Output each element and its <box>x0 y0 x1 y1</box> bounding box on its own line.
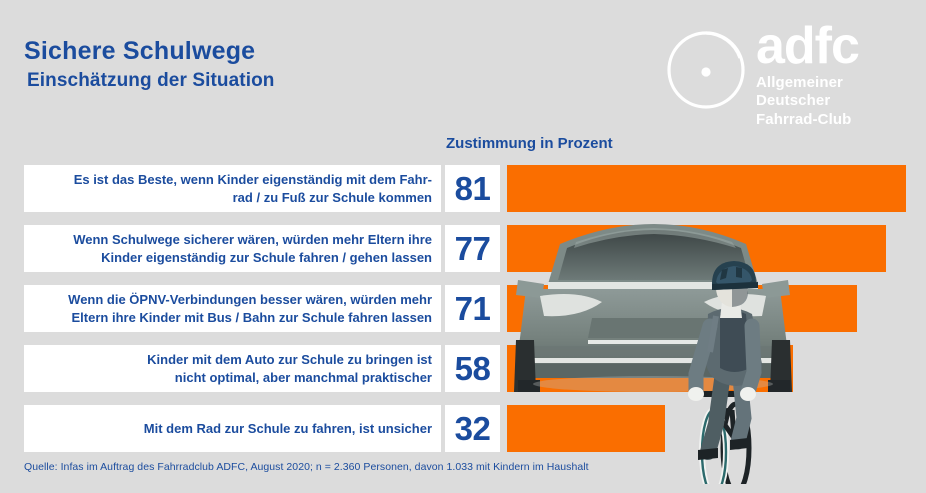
logo-wordmark: adfc <box>756 17 860 75</box>
value-label: 32 <box>454 410 491 447</box>
bar <box>507 165 906 212</box>
value-box: 32 <box>445 405 500 452</box>
bar <box>507 345 793 392</box>
chart-row: Es ist das Beste, wenn Kinder eigenständ… <box>24 165 906 212</box>
source-note: Quelle: Infas im Auftrag des Fahrradclub… <box>24 461 589 473</box>
chart-row: Wenn die ÖPNV-Verbindungen besser wären,… <box>24 285 906 332</box>
bar <box>507 225 886 272</box>
statement-label-box: Wenn Schulwege sicherer wären, würden me… <box>24 225 441 272</box>
chart-column-header: Zustimmung in Prozent <box>446 135 613 152</box>
statement-label: Wenn Schulwege sicherer wären, würden me… <box>73 232 432 265</box>
adfc-logo: adfc Allgemeiner Deutscher Fahrrad-Club <box>664 20 914 128</box>
logo-tagline-line2: Fahrrad-Club <box>756 110 852 128</box>
statement-label: Wenn die ÖPNV-Verbindungen besser wären,… <box>68 292 432 325</box>
value-label: 77 <box>454 230 491 267</box>
value-label: 81 <box>454 170 491 207</box>
bar <box>507 405 665 452</box>
page-subtitle: Einschätzung der Situation <box>27 69 275 91</box>
statement-label-box: Es ist das Beste, wenn Kinder eigenständ… <box>24 165 441 212</box>
value-box: 71 <box>445 285 500 332</box>
value-label: 71 <box>454 290 491 327</box>
statement-label-box: Wenn die ÖPNV-Verbindungen besser wären,… <box>24 285 441 332</box>
logo-tagline: Allgemeiner Deutscher Fahrrad-Club <box>756 74 914 129</box>
statement-label-box: Kinder mit dem Auto zur Schule zu bringe… <box>24 345 441 392</box>
value-box: 58 <box>445 345 500 392</box>
chart-row: Wenn Schulwege sicherer wären, würden me… <box>24 225 906 272</box>
bar <box>507 285 857 332</box>
value-box: 77 <box>445 225 500 272</box>
value-label: 58 <box>454 350 491 387</box>
statement-label-box: Mit dem Rad zur Schule zu fahren, ist un… <box>24 405 441 452</box>
page-title: Sichere Schulwege <box>24 37 256 65</box>
logo-tagline-line1: Allgemeiner Deutscher <box>756 74 843 110</box>
statement-label: Es ist das Beste, wenn Kinder eigenständ… <box>73 172 432 205</box>
chart-row: Mit dem Rad zur Schule zu fahren, ist un… <box>24 405 906 452</box>
value-box: 81 <box>445 165 500 212</box>
statement-label: Mit dem Rad zur Schule zu fahren, ist un… <box>143 420 432 436</box>
statement-label: Kinder mit dem Auto zur Schule zu bringe… <box>147 352 432 385</box>
bicycle-wheel-icon <box>664 28 748 112</box>
chart-row: Kinder mit dem Auto zur Schule zu bringe… <box>24 345 906 392</box>
logo-text-block: adfc Allgemeiner Deutscher Fahrrad-Club <box>756 20 914 129</box>
title-block: Sichere Schulwege Einschätzung der Situa… <box>24 37 275 91</box>
